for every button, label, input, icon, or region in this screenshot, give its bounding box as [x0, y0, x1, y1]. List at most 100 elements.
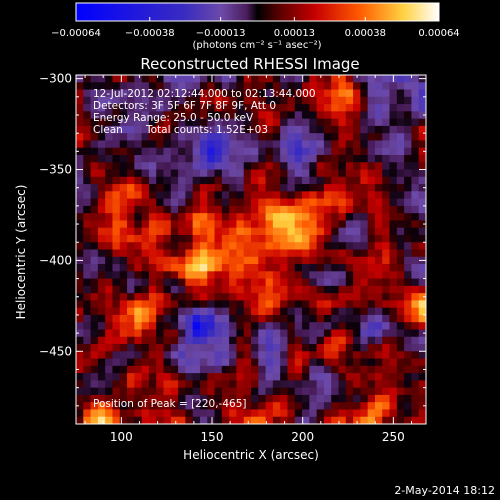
- heatmap-cell: [178, 104, 186, 112]
- heatmap-cell: [127, 329, 135, 338]
- heatmap-cell: [156, 351, 164, 359]
- heatmap-cell: [192, 358, 201, 367]
- heatmap-cell: [134, 402, 143, 410]
- heatmap-cell: [243, 264, 252, 272]
- heatmap-cell: [207, 176, 215, 185]
- heatmap-cell: [76, 140, 84, 149]
- heatmap-cell: [338, 147, 347, 156]
- heatmap-cell: [192, 264, 201, 272]
- heatmap-cell: [185, 220, 194, 229]
- heatmap-cell: [97, 271, 106, 279]
- heatmap-cell: [272, 285, 281, 294]
- heatmap-cell: [90, 75, 99, 83]
- heatmap-cell: [287, 256, 296, 265]
- heatmap-cell: [265, 249, 274, 258]
- heatmap-cell: [163, 191, 172, 199]
- heatmap-cell: [389, 104, 398, 112]
- heatmap-cell: [178, 227, 186, 236]
- heatmap-cell: [287, 96, 296, 105]
- heatmap-cell: [229, 336, 237, 345]
- heatmap-cell: [360, 227, 369, 236]
- heatmap-cell: [134, 184, 143, 192]
- heatmap-cell: [360, 358, 369, 367]
- heatmap-cell: [236, 271, 245, 279]
- heatmap-cell: [76, 133, 84, 141]
- heatmap-cell: [396, 358, 405, 367]
- heatmap-cell: [148, 314, 157, 323]
- heatmap-cell: [345, 111, 354, 120]
- heatmap-cell: [192, 394, 201, 403]
- heatmap-cell: [389, 125, 398, 134]
- heatmap-cell: [229, 402, 237, 410]
- heatmap-cell: [170, 380, 179, 389]
- heatmap-cell: [367, 205, 376, 214]
- heatmap-cell: [251, 133, 259, 141]
- heatmap-cell: [338, 264, 347, 272]
- heatmap-cell: [148, 184, 157, 192]
- heatmap-cell: [396, 227, 405, 236]
- heatmap-cell: [411, 198, 420, 207]
- heatmap-cell: [404, 416, 412, 424]
- heatmap-cell: [323, 300, 332, 309]
- heatmap-cell: [141, 314, 150, 323]
- heatmap-cell: [221, 278, 230, 287]
- heatmap-cell: [309, 314, 318, 323]
- heatmap-cell: [127, 198, 135, 207]
- heatmap-cell: [294, 314, 303, 323]
- heatmap-cell: [178, 293, 186, 301]
- heatmap-cell: [294, 351, 303, 359]
- heatmap-cell: [156, 234, 164, 243]
- heatmap-cell: [148, 271, 157, 279]
- heatmap-cell: [90, 169, 99, 178]
- heatmap-cell: [360, 373, 369, 381]
- heatmap-cell: [367, 176, 376, 185]
- heatmap-cell: [141, 154, 150, 163]
- heatmap-cell: [389, 402, 398, 410]
- heatmap-cell: [302, 198, 310, 207]
- heatmap-cell: [221, 322, 230, 330]
- heatmap-cell: [418, 344, 426, 352]
- y-tick-label: −450: [39, 344, 72, 358]
- heatmap-cell: [287, 402, 296, 410]
- heatmap-cell: [389, 82, 398, 90]
- heatmap-cell: [345, 242, 354, 250]
- heatmap-cell: [382, 133, 390, 141]
- heatmap-cell: [127, 365, 135, 374]
- heatmap-cell: [221, 234, 230, 243]
- heatmap-cell: [141, 104, 150, 112]
- heatmap-cell: [309, 387, 318, 396]
- heatmap-cell: [83, 358, 91, 367]
- heatmap-image: [76, 75, 426, 424]
- heatmap-cell: [163, 104, 172, 112]
- heatmap-cell: [367, 344, 376, 352]
- heatmap-cell: [396, 271, 405, 279]
- heatmap-cell: [221, 154, 230, 163]
- heatmap-cell: [345, 184, 354, 192]
- heatmap-cell: [309, 402, 318, 410]
- heatmap-cell: [294, 402, 303, 410]
- heatmap-cell: [134, 416, 143, 424]
- heatmap-cell: [258, 402, 266, 410]
- heatmap-cell: [396, 380, 405, 389]
- heatmap-cell: [251, 409, 259, 418]
- heatmap-cell: [163, 154, 172, 163]
- heatmap-cell: [134, 220, 143, 229]
- heatmap-cell: [119, 387, 128, 396]
- heatmap-cell: [367, 234, 376, 243]
- heatmap-cell: [105, 147, 113, 156]
- heatmap-cell: [389, 293, 398, 301]
- heatmap-cell: [345, 373, 354, 381]
- heatmap-cell: [243, 373, 252, 381]
- heatmap-cell: [90, 154, 99, 163]
- heatmap-cell: [243, 154, 252, 163]
- heatmap-cell: [331, 249, 339, 258]
- heatmap-cell: [251, 256, 259, 265]
- heatmap-cell: [360, 104, 369, 112]
- heatmap-cell: [258, 169, 266, 178]
- heatmap-cell: [90, 300, 99, 309]
- heatmap-cell: [396, 205, 405, 214]
- heatmap-cell: [156, 394, 164, 403]
- heatmap-cell: [309, 104, 318, 112]
- heatmap-cell: [141, 278, 150, 287]
- heatmap-cell: [374, 118, 383, 127]
